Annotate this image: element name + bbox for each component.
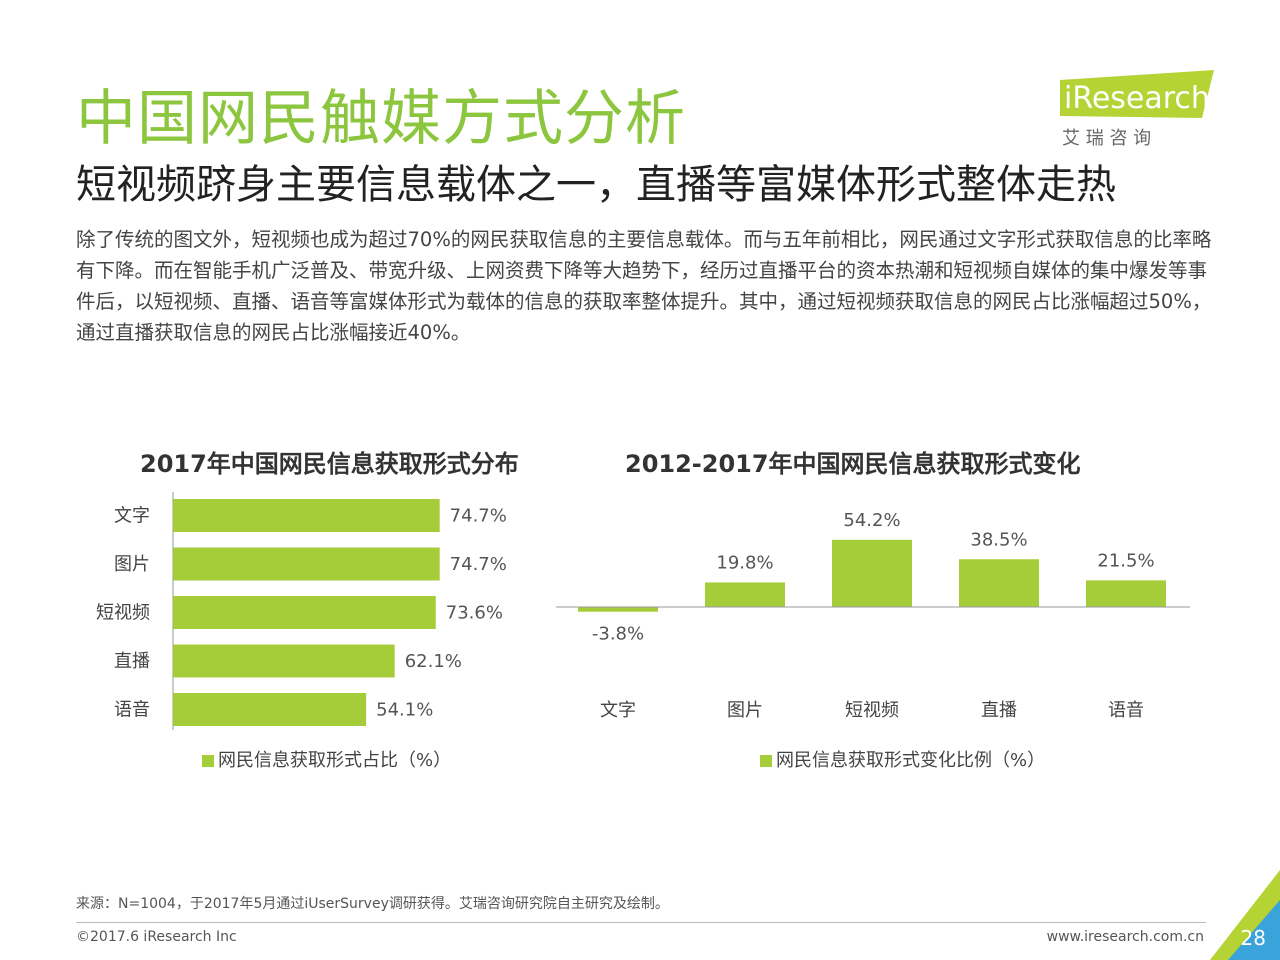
chart1-bar bbox=[173, 693, 367, 726]
chart1-category-label: 文字 bbox=[114, 506, 150, 527]
chart2-category-label: 文字 bbox=[600, 700, 636, 721]
chart1-bar bbox=[173, 547, 440, 581]
chart2-data-label: 54.2% bbox=[843, 510, 900, 531]
chart1-title: 2017年中国网民信息获取形式分布 bbox=[140, 450, 519, 478]
logo-chinese-text: 艾 瑞 咨 询 bbox=[1062, 128, 1151, 149]
chart2-bar bbox=[832, 539, 912, 607]
chart2-data-label: -3.8% bbox=[592, 624, 644, 645]
chart2-category-label: 语音 bbox=[1108, 700, 1144, 721]
chart2-category-label: 短视频 bbox=[845, 700, 899, 721]
source-note: 来源：N=1004，于2017年5月通过iUserSurvey调研获得。艾瑞咨询… bbox=[76, 896, 669, 912]
chart2-legend-label: 网民信息获取形式变化比例（%） bbox=[776, 750, 1046, 771]
chart1-legend: 网民信息获取形式占比（%） bbox=[202, 746, 451, 772]
chart2-legend: 网民信息获取形式变化比例（%） bbox=[760, 746, 1045, 772]
chart1-data-label: 73.6% bbox=[446, 603, 503, 624]
chart2-category-label: 图片 bbox=[727, 700, 763, 721]
iresearch-logo: iResearch 艾 瑞 咨 询 bbox=[1060, 70, 1214, 149]
footer-divider bbox=[76, 922, 1206, 923]
chart1-legend-label: 网民信息获取形式占比（%） bbox=[218, 750, 452, 771]
page-title: 中国网民触媒方式分析 bbox=[76, 84, 686, 154]
chart2-bar bbox=[959, 559, 1039, 607]
page-corner-decoration bbox=[1210, 870, 1280, 960]
chart2-category-label: 直播 bbox=[981, 700, 1017, 721]
page-number: 28 bbox=[1240, 926, 1266, 950]
chart2-bar bbox=[578, 607, 658, 612]
chart1-data-label: 62.1% bbox=[405, 651, 462, 672]
chart2-bar bbox=[1086, 580, 1166, 607]
legend-swatch bbox=[760, 755, 772, 767]
chart1-category-label: 直播 bbox=[114, 651, 150, 672]
logo-brand-text: iResearch bbox=[1064, 81, 1210, 116]
chart1-category-label: 语音 bbox=[114, 700, 150, 721]
chart1-bar bbox=[173, 499, 440, 532]
chart1-data-label: 54.1% bbox=[376, 700, 433, 721]
copyright-text: ©2017.6 iResearch Inc bbox=[76, 929, 237, 945]
chart2-data-label: 21.5% bbox=[1097, 550, 1154, 571]
chart2-bar bbox=[705, 582, 785, 607]
chart1-horizontal-bar-chart: 文字 74.7% 图片 74.7% 短视频 73.6% 直播 62.1% 语音 54.1% bbox=[96, 492, 507, 730]
chart1-data-label: 74.7% bbox=[450, 506, 507, 527]
chart1-category-label: 图片 bbox=[114, 554, 150, 575]
legend-swatch bbox=[202, 755, 214, 767]
chart1-category-label: 短视频 bbox=[96, 603, 150, 624]
chart1-bar bbox=[173, 596, 436, 629]
chart1-bar bbox=[173, 644, 395, 678]
website-link[interactable]: www.iresearch.com.cn bbox=[1046, 929, 1204, 945]
page-subtitle: 短视频跻身主要信息载体之一，直播等富媒体形式整体走热 bbox=[76, 162, 1116, 208]
chart2-title: 2012-2017年中国网民信息获取形式变化 bbox=[625, 450, 1081, 478]
chart2-data-label: 19.8% bbox=[716, 552, 773, 573]
description-paragraph: 除了传统的图文外，短视频也成为超过70%的网民获取信息的主要信息载体。而与五年前… bbox=[76, 228, 1212, 344]
chart2-data-label: 38.5% bbox=[970, 529, 1027, 550]
chart1-data-label: 74.7% bbox=[450, 554, 507, 575]
logo-background bbox=[1060, 70, 1214, 118]
chart2-vertical-bar-chart: -3.8% 文字 19.8% 图片 54.2% 短视频 38.5% 直播 21.5% 语音 bbox=[556, 510, 1190, 721]
